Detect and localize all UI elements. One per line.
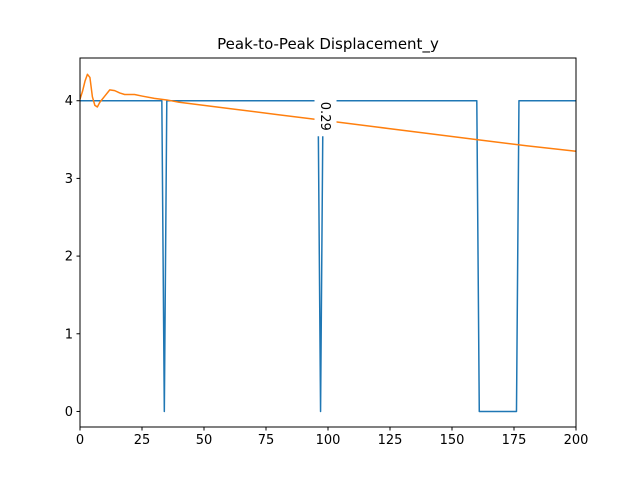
x-tick-label: 0 [76,433,84,448]
x-tick-label: 175 [502,433,527,448]
chart-title: Peak-to-Peak Displacement_y [217,35,439,54]
x-tick-label: 25 [134,433,151,448]
annotation-label: 0.29 [317,102,332,131]
x-tick-label: 50 [196,433,213,448]
x-tick-label: 150 [440,433,465,448]
x-tick-label: 100 [316,433,341,448]
x-tick-label: 75 [258,433,275,448]
y-tick-label: 1 [65,327,73,342]
x-tick-label: 125 [378,433,403,448]
series-layer [80,73,576,413]
y-tick-label: 4 [65,94,73,109]
y-tick-label: 0 [65,405,73,420]
y-tick-label: 3 [65,172,73,187]
axis-layer: 0 25 50 75 100 125 150 175 200 0 1 2 3 4 [65,94,589,448]
annotation-box [314,96,337,137]
series-line-2 [80,73,576,152]
annotation: 0.29 [314,96,337,137]
y-tick-label: 2 [65,250,73,265]
annotation-layer: 0.29 [314,96,337,137]
series-line-1 [80,99,576,413]
x-tick-label: 200 [564,433,589,448]
